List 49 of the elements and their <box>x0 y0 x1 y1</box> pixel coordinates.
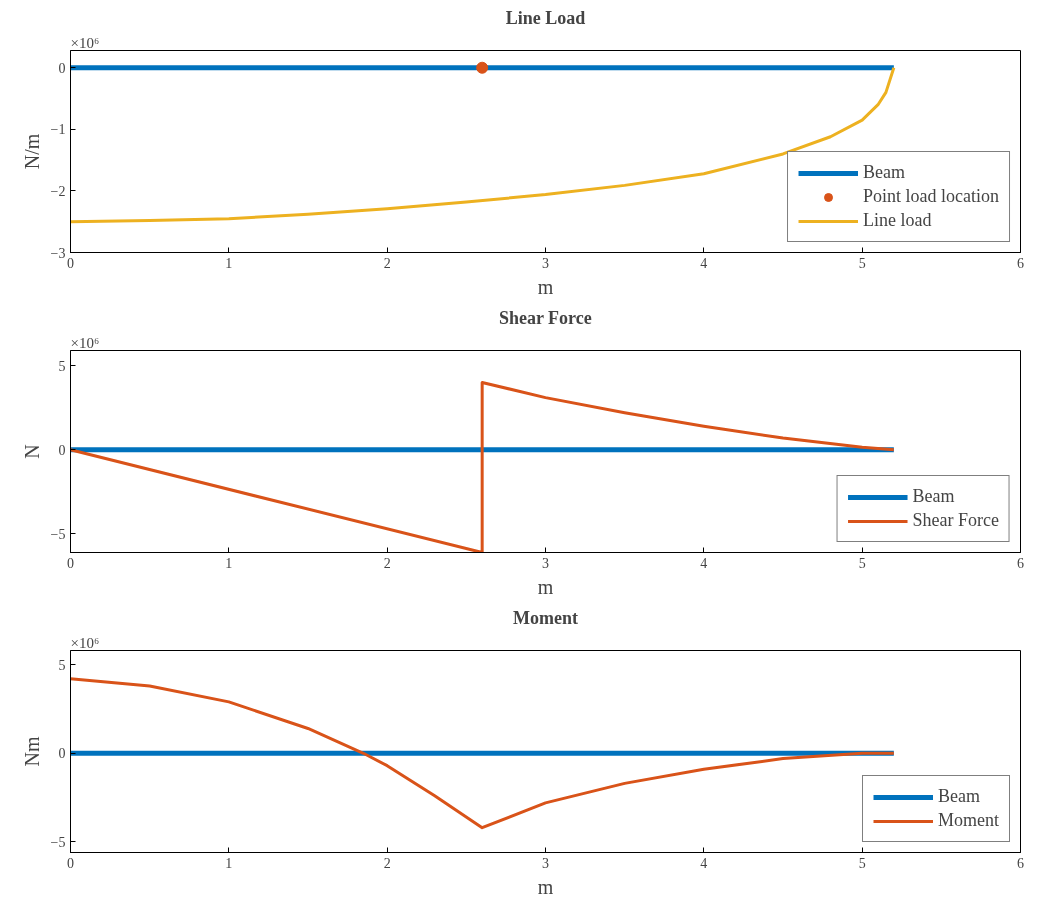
y-tick-label: −2 <box>50 183 66 199</box>
x-tick-label: 1 <box>225 555 233 571</box>
x-tick-label: 4 <box>700 555 708 571</box>
x-tick-label: 3 <box>542 855 549 871</box>
x-tick-label: 2 <box>383 855 391 871</box>
x-tick-label: 5 <box>858 555 866 571</box>
chart-title: Shear Force <box>498 307 592 328</box>
y-tick-label: 0 <box>58 60 66 76</box>
y-tick-label: 0 <box>58 442 66 458</box>
x-tick-label: 3 <box>542 555 549 571</box>
legend-label: Moment <box>938 810 999 831</box>
x-tick-label: 5 <box>858 255 866 271</box>
legend-label: Shear Force <box>912 510 999 531</box>
annotation: ×10⁶ <box>70 34 100 51</box>
x-tick-label: 4 <box>700 855 708 871</box>
y-tick-label: 5 <box>58 358 66 374</box>
x-tick-label: 2 <box>383 255 391 271</box>
y-tick-label: −3 <box>50 245 66 261</box>
legend-label: Point load location <box>863 186 999 207</box>
annotation: ×10⁶ <box>70 334 100 351</box>
x-tick-label: 2 <box>383 555 391 571</box>
chart-title: Moment <box>513 607 578 628</box>
legend-label: Line load <box>863 210 932 231</box>
x-tick-label: 6 <box>1017 255 1024 271</box>
legend-label: Beam <box>938 786 980 807</box>
x-tick-label: 3 <box>542 255 549 271</box>
text: ×10⁶ <box>70 634 100 651</box>
x-tick-label: 5 <box>858 855 866 871</box>
line-series <box>70 380 896 553</box>
y-axis-title: N <box>20 444 43 459</box>
y-tick-label: −1 <box>50 122 66 138</box>
y-tick-label: −5 <box>50 526 66 542</box>
x-axis-title: m <box>537 575 554 598</box>
x-tick-label: 1 <box>225 855 233 871</box>
y-tick-label: 5 <box>58 657 66 673</box>
x-tick-label: 6 <box>1017 855 1024 871</box>
x-axis-title: m <box>537 275 554 298</box>
line-series <box>70 677 896 830</box>
legend-label: Beam <box>863 162 906 183</box>
y-axis-title: Nm <box>20 736 43 767</box>
legend-label: Beam <box>912 486 955 507</box>
x-axis-title: m <box>537 875 554 898</box>
x-tick-label: 1 <box>225 255 233 271</box>
y-tick-label: 0 <box>58 746 66 762</box>
x-tick-label: 6 <box>1017 555 1024 571</box>
chart-title: Line Load <box>505 7 586 28</box>
x-tick-label: 4 <box>700 255 708 271</box>
y-tick-label: −5 <box>50 834 66 850</box>
y-axis-title: N/m <box>20 133 43 170</box>
